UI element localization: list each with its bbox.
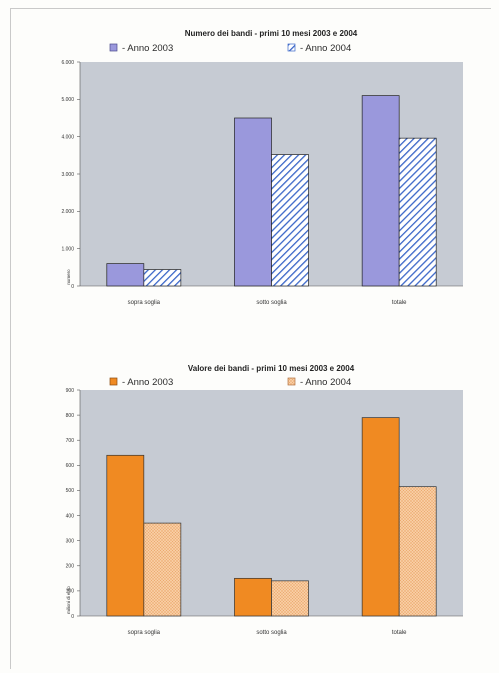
bar-2-3 xyxy=(398,486,437,617)
x-category-label: sopra soglia xyxy=(128,300,161,306)
bar-2-2 xyxy=(271,580,309,617)
y-tick-label: 800 xyxy=(66,413,75,419)
y-axis-label: numero xyxy=(66,269,71,285)
y-tick-label: 400 xyxy=(66,513,75,519)
y-tick-label: 0 xyxy=(71,614,74,620)
y-tick-label: 5.000 xyxy=(61,97,74,103)
legend-label-2: - Anno 2004 xyxy=(300,43,351,54)
chart-title: Valore dei bandi - primi 10 mesi 2003 e … xyxy=(188,364,355,373)
y-tick-label: 2.000 xyxy=(61,209,74,215)
x-category-label: sotto soglia xyxy=(256,300,287,306)
legend-label-1: - Anno 2003 xyxy=(122,377,173,388)
bar-2-2 xyxy=(271,154,309,287)
bar-1-2 xyxy=(234,577,272,617)
legend-swatch-1 xyxy=(109,43,118,52)
y-tick-label: 900 xyxy=(66,388,75,394)
legend-swatch-2 xyxy=(287,377,296,386)
legend-swatch-2 xyxy=(287,43,296,52)
bar-1-3 xyxy=(361,417,400,617)
y-tick-label: 200 xyxy=(66,564,75,570)
bar-1-2 xyxy=(234,117,272,287)
y-tick-label: 0 xyxy=(71,284,74,290)
y-tick-label: 1.000 xyxy=(61,246,74,252)
bar-1-1 xyxy=(106,454,145,617)
chart-valore-bandi: Valore dei bandi - primi 10 mesi 2003 e … xyxy=(66,364,463,636)
y-tick-label: 300 xyxy=(66,538,75,544)
bar-1-1 xyxy=(106,263,145,287)
legend-swatch-1 xyxy=(109,377,118,386)
y-tick-label: 4.000 xyxy=(61,134,74,140)
bar-1-3 xyxy=(361,95,400,287)
figure-frame xyxy=(10,8,491,669)
y-tick-label: 3.000 xyxy=(61,172,74,178)
y-tick-label: 6.000 xyxy=(61,60,74,66)
bar-2-3 xyxy=(398,137,437,287)
x-category-label: sopra soglia xyxy=(128,630,161,636)
bar-2-1 xyxy=(143,269,182,287)
y-axis-label: milioni di euro xyxy=(66,586,71,614)
y-tick-label: 600 xyxy=(66,463,75,469)
x-category-label: totale xyxy=(392,300,407,306)
legend-label-1: - Anno 2003 xyxy=(122,43,173,54)
chart-title: Numero dei bandi - primi 10 mesi 2003 e … xyxy=(185,29,358,38)
legend-label-2: - Anno 2004 xyxy=(300,377,351,388)
x-category-label: sotto soglia xyxy=(256,630,287,636)
y-tick-label: 700 xyxy=(66,438,75,444)
y-tick-label: 100 xyxy=(66,589,75,595)
bar-2-1 xyxy=(143,522,182,617)
y-tick-label: 500 xyxy=(66,488,75,494)
chart-numero-bandi: Numero dei bandi - primi 10 mesi 2003 e … xyxy=(61,29,463,306)
x-category-label: totale xyxy=(392,630,407,636)
